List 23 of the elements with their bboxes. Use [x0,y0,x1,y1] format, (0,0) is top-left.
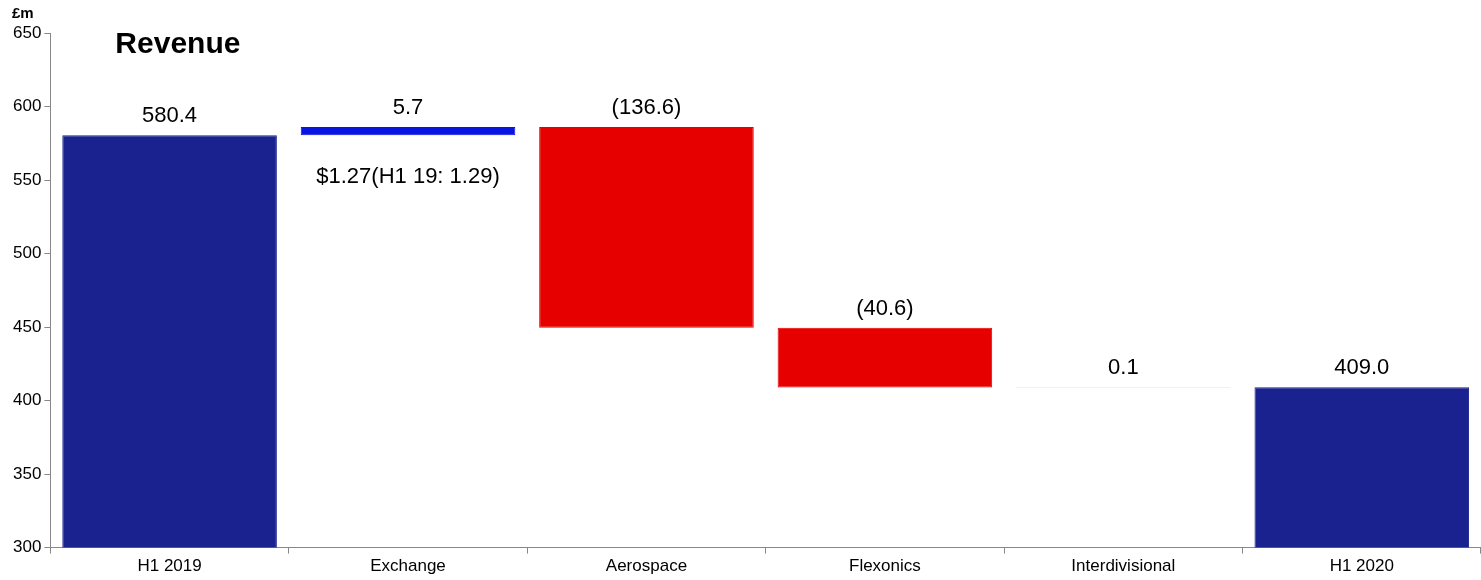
x-tick-label: Aerospace [605,556,688,576]
chart-title: Revenue [115,26,241,60]
y-tick-label: 350 [12,463,42,483]
x-tick-label: H1 2020 [1329,556,1394,576]
x-tick-label: H1 2019 [137,556,202,576]
data-label: 0.1 [1108,354,1139,380]
y-tick-label: 550 [12,169,42,189]
data-label: 580.4 [142,102,198,128]
x-tick-label: Exchange [370,556,446,576]
data-label: 5.7 [392,94,424,120]
y-tick-label: 500 [12,243,42,263]
annotation: $1.27(H1 19: 1.29) [316,163,500,189]
data-label: (40.6) [856,294,914,320]
y-tick-label: 450 [12,316,42,336]
x-tick-label: Flexonics [849,556,921,576]
data-label: 409.0 [1334,354,1390,380]
y-axis-title: £m [12,3,34,21]
data-label: (136.6) [611,94,682,120]
y-tick-label: 400 [12,390,42,410]
x-tick-label: Interdivisional [1071,556,1176,576]
y-tick-label: 600 [12,96,42,116]
y-tick-label: 650 [12,22,42,42]
y-tick-label: 300 [12,537,42,557]
